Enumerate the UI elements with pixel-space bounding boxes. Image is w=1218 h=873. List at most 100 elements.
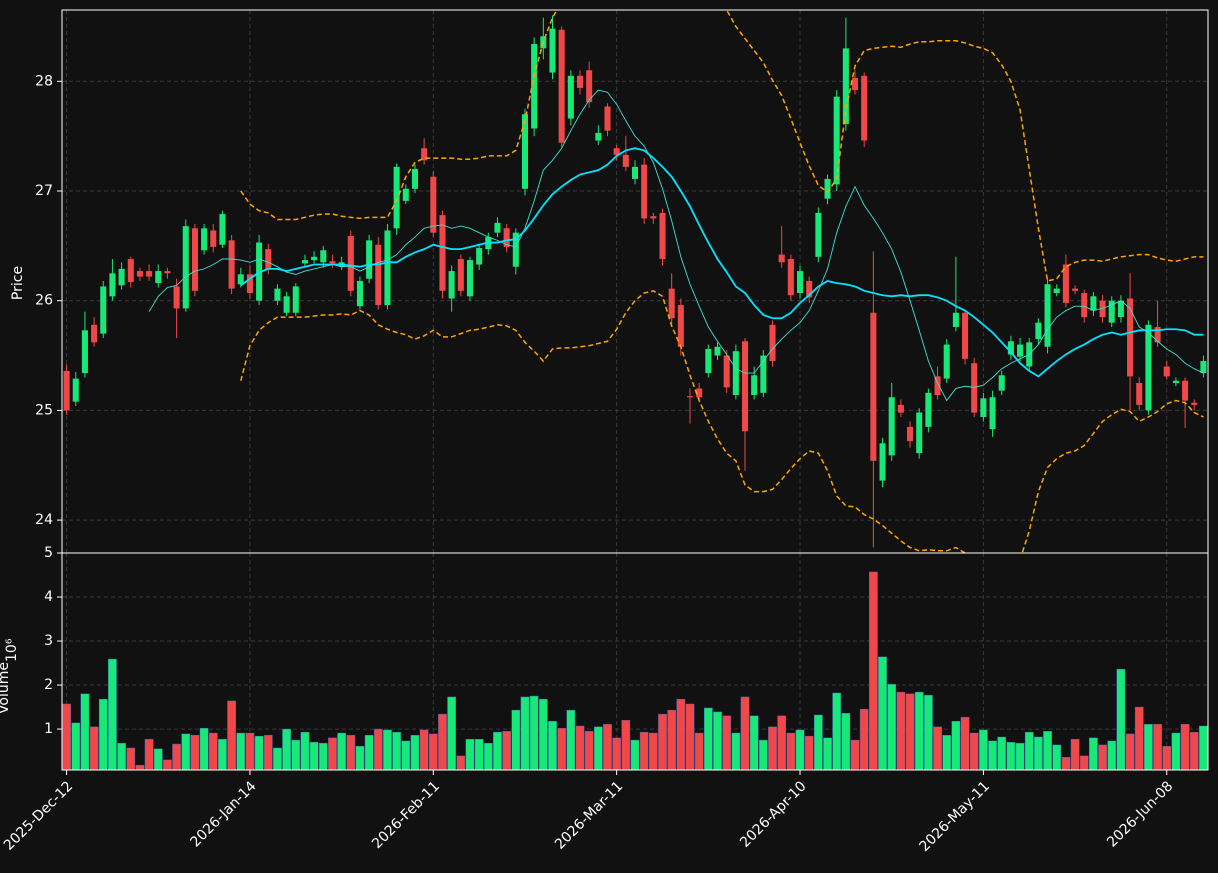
volume-bar	[759, 739, 768, 770]
volume-bar	[566, 709, 576, 770]
volume-bar	[960, 716, 970, 770]
volume-bar	[355, 746, 365, 770]
volume-bar	[236, 732, 246, 770]
volume-bar	[80, 693, 90, 770]
volume-bar	[172, 743, 181, 770]
volume-bar	[108, 658, 117, 770]
candle-body	[567, 75, 574, 119]
candle-body	[586, 70, 593, 103]
volume-bar	[841, 713, 851, 770]
volume-bar	[887, 683, 897, 770]
volume-bar	[832, 692, 842, 770]
volume-bar	[428, 733, 438, 770]
candle-body	[1108, 300, 1115, 323]
volume-bar	[117, 742, 126, 770]
candle-body	[705, 348, 712, 374]
candle-body	[989, 397, 996, 430]
volume-bar	[768, 726, 777, 770]
candle-body	[439, 215, 446, 291]
volume-bar	[135, 764, 145, 770]
candle-body	[402, 188, 409, 201]
candle-body	[292, 286, 299, 313]
overlay-line	[240, 147, 1204, 378]
volume-bar	[456, 755, 466, 770]
volume-bar	[667, 709, 676, 770]
volume-bar	[658, 713, 667, 770]
overlay-lines	[148, 10, 1204, 553]
candle-body	[127, 259, 134, 283]
volume-bar	[1061, 757, 1071, 770]
volume-bar	[621, 720, 631, 770]
candle-body	[677, 305, 684, 347]
volume-bar	[676, 698, 686, 770]
volume-bar	[227, 700, 236, 770]
volume-bar	[630, 739, 640, 770]
volume-bar	[181, 733, 191, 770]
volume-bar	[474, 738, 484, 770]
y-tick-label: 25	[35, 402, 53, 418]
overlay-line	[240, 290, 1204, 553]
volume-bar	[392, 731, 401, 770]
candle-body	[723, 355, 730, 388]
volume-bar	[933, 726, 942, 770]
candle-body	[100, 286, 107, 334]
volume-bar	[951, 720, 961, 770]
volume-bar	[218, 738, 227, 770]
candle-body	[155, 271, 162, 284]
volume-bar	[1153, 724, 1162, 770]
candle-body	[384, 230, 391, 306]
candle-body	[1062, 264, 1069, 303]
volume-bar	[1125, 733, 1135, 770]
candle-body	[998, 375, 1005, 391]
candle-body	[63, 370, 70, 411]
candle-body	[1182, 380, 1189, 401]
candle-body	[466, 260, 474, 297]
volume-frame	[61, 552, 1209, 771]
candle-body	[576, 75, 584, 88]
volume-bar	[1089, 737, 1098, 770]
candle-body	[311, 256, 318, 261]
candle-body	[980, 398, 987, 417]
candle-body	[476, 248, 483, 265]
candle-body	[1145, 324, 1152, 411]
volume-bar	[896, 691, 906, 770]
candle-body	[934, 376, 941, 396]
volume-bar	[584, 731, 594, 770]
volume-bar	[594, 726, 603, 770]
candle-body	[320, 250, 327, 263]
candle-body	[769, 324, 776, 362]
candle-body	[531, 44, 538, 129]
candle-body	[943, 344, 950, 379]
price-axis-label: Price	[10, 266, 26, 300]
candle-body	[274, 288, 281, 301]
volume-bar	[373, 728, 383, 770]
volume-bar	[1070, 738, 1080, 770]
volume-bar	[89, 726, 99, 770]
candle-body	[182, 226, 189, 309]
candle-body	[521, 114, 529, 189]
candle-body	[549, 28, 556, 73]
candle-body	[751, 375, 758, 396]
volume-bar	[575, 725, 585, 770]
volume-bar	[1024, 731, 1034, 770]
candle-body	[494, 222, 501, 233]
candle-body	[1127, 298, 1134, 377]
volume-bar	[383, 729, 392, 770]
candle-body	[146, 271, 153, 277]
candle-body	[741, 341, 749, 432]
candle-body	[631, 166, 639, 179]
volume-bar	[942, 735, 952, 770]
candle-body	[613, 148, 620, 155]
volume-bar	[823, 737, 832, 770]
volume-bar	[814, 714, 823, 770]
candle-body	[301, 260, 308, 264]
volume-bar	[538, 698, 548, 770]
volume-bar	[1006, 742, 1016, 770]
volume-bar	[309, 742, 319, 770]
candle-body	[1044, 284, 1051, 347]
volume-bar	[291, 739, 301, 770]
candle-body	[888, 397, 895, 456]
volume-bar	[859, 709, 869, 770]
candle-body	[732, 351, 739, 396]
candle-body	[833, 96, 840, 185]
